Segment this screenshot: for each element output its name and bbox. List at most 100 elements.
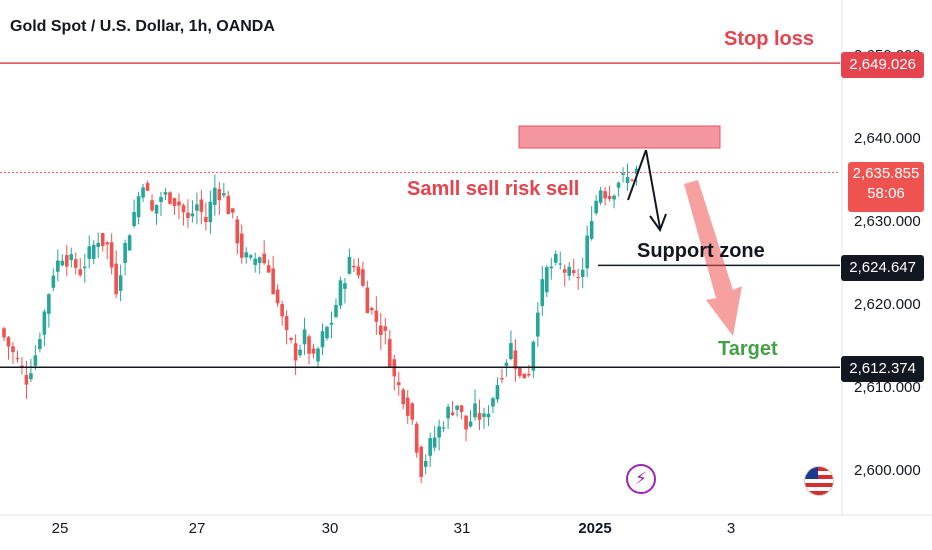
candle-body <box>553 253 558 263</box>
candle-body <box>598 190 603 203</box>
candle-body <box>589 221 594 239</box>
candle-body <box>562 269 567 273</box>
support-arrow-shaft <box>627 149 647 201</box>
candle-body <box>136 196 141 218</box>
candle-body <box>446 406 450 419</box>
candle-body <box>91 244 96 259</box>
candle-body <box>634 168 639 174</box>
candle-body <box>500 378 504 380</box>
candle-body <box>163 192 168 195</box>
candle-body <box>370 307 374 311</box>
candle-body <box>177 201 181 206</box>
candle-body <box>531 341 536 371</box>
candle-body <box>504 362 509 366</box>
candle-body <box>594 200 598 214</box>
candle-body <box>473 403 477 418</box>
x-tick-label: 25 <box>52 520 69 537</box>
candle-body <box>204 216 208 223</box>
candle-body <box>253 258 258 265</box>
candle-body <box>343 283 347 289</box>
candle-body <box>486 413 491 418</box>
candle-body <box>419 446 423 478</box>
candle-body <box>379 325 383 335</box>
candle-body <box>172 198 177 206</box>
candle-body <box>527 373 531 376</box>
candle-body <box>127 235 132 251</box>
candle-body <box>432 437 437 448</box>
candle-body <box>401 389 406 405</box>
current-price-tag: 2,635.855 58:06 <box>848 162 924 212</box>
candle-body <box>522 373 527 379</box>
small-sell-label: Samll sell risk sell <box>407 178 580 200</box>
candle-body <box>549 266 554 269</box>
candle-body <box>280 304 284 317</box>
candle-body <box>195 204 199 211</box>
candle-body <box>338 280 343 306</box>
candle-body <box>33 355 38 366</box>
candle-body <box>123 242 127 263</box>
candle-body <box>513 350 518 369</box>
sell-zone-box <box>518 125 721 149</box>
candle-body <box>73 259 78 268</box>
candle-body <box>585 235 589 269</box>
candle-body <box>78 269 83 276</box>
candle-body <box>87 246 92 259</box>
candle-body <box>580 269 585 277</box>
candle-body <box>325 326 329 339</box>
candle-body <box>230 208 235 213</box>
support-price-tag: 2,624.647 <box>841 255 924 281</box>
candle-body <box>82 266 87 269</box>
target-arrow <box>684 180 742 336</box>
stop-loss-label: Stop loss <box>724 28 815 50</box>
candle-body <box>145 183 150 191</box>
candle-body <box>468 421 473 427</box>
us-flag-icon[interactable] <box>804 466 834 496</box>
candle-body <box>482 413 486 417</box>
candle-body <box>320 331 325 348</box>
candle-body <box>459 405 464 412</box>
candle-body <box>311 348 316 354</box>
stop-loss-price-tag: 2,649.026 <box>841 52 924 78</box>
candle-body <box>114 263 118 295</box>
candle-body <box>181 205 186 213</box>
candle-body <box>396 382 401 386</box>
candle-body <box>15 358 20 360</box>
target-price-tag: 2,612.374 <box>841 356 924 382</box>
lightning-icon[interactable]: ⚡ <box>626 464 656 494</box>
candle-body <box>29 373 33 380</box>
candle-body <box>257 257 262 264</box>
candle-body <box>495 385 500 400</box>
candle-body <box>38 339 42 349</box>
candle-body <box>150 200 154 211</box>
candle-body <box>11 346 15 353</box>
support-arrow-head <box>649 213 667 233</box>
target-label: Target <box>718 338 778 360</box>
candle-body <box>100 233 105 247</box>
candle-body <box>222 193 226 196</box>
candle-body <box>477 413 482 420</box>
candle-body <box>464 415 468 430</box>
candle-body <box>213 187 217 205</box>
candle-body <box>383 326 388 331</box>
candle-body <box>239 233 244 258</box>
candle-body <box>20 365 24 368</box>
candle-body <box>352 265 356 268</box>
candle-body <box>347 256 352 274</box>
candle-body <box>6 337 11 347</box>
x-tick-label: 31 <box>454 520 471 537</box>
candle-body <box>630 179 634 181</box>
candle-body <box>450 412 455 415</box>
candle-body <box>334 304 338 317</box>
x-tick-label: 30 <box>322 520 339 537</box>
candle-body <box>47 294 51 314</box>
candle-body <box>159 196 163 203</box>
candle-body <box>69 254 74 261</box>
candle-body <box>24 374 29 385</box>
candle-body <box>298 349 302 356</box>
candle-body <box>289 338 293 340</box>
candle-body <box>387 339 392 367</box>
candle-body <box>567 266 572 276</box>
candle-body <box>248 255 253 258</box>
x-tick-label: 27 <box>189 520 206 537</box>
